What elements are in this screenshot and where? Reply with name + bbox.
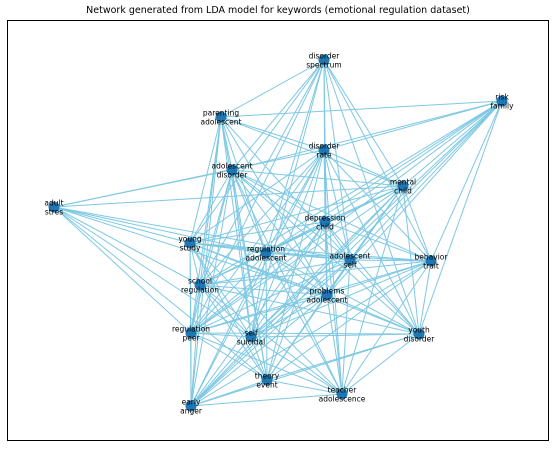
- node-label-line: trait: [423, 262, 439, 271]
- node-label-regulation_adolescent: regulation adolescent: [246, 245, 287, 263]
- node-label-line: young: [178, 235, 202, 244]
- node-label-line: child: [394, 187, 412, 196]
- edge-adolescent_self-youth_disorder: [350, 260, 419, 334]
- edge-risk_family-youth_disorder: [419, 101, 502, 334]
- node-label-line: school: [188, 277, 212, 286]
- node-label-line: depression: [305, 214, 346, 223]
- node-label-adult_stres: adult stres: [44, 199, 63, 217]
- node-label-problems_adolescent: problems adolescent: [307, 287, 348, 305]
- node-label-line: regulation: [247, 245, 285, 254]
- node-label-line: risk: [495, 93, 509, 102]
- node-label-line: problems: [310, 287, 345, 296]
- node-label-mental_child: mental child: [390, 178, 416, 196]
- node-label-line: adolescent: [330, 252, 371, 261]
- node-label-line: disorder: [404, 335, 436, 344]
- node-label-line: regulation: [172, 325, 210, 334]
- edge-adult_stres-regulation_peer: [54, 207, 191, 333]
- node-label-disorder_spectrum: disorder spectrum: [306, 52, 342, 70]
- edge-adolescent_self-teacher_adolescence: [342, 260, 350, 394]
- node-label-line: spectrum: [306, 61, 342, 70]
- node-label-line: study: [180, 244, 201, 253]
- node-label-teacher_adolescence: teacher adolescence: [319, 386, 366, 404]
- node-label-line: peer: [182, 334, 200, 343]
- edge-parenting_adolescent-young_study: [190, 117, 221, 243]
- node-label-adolescent_disorder: adolescent disorder: [212, 162, 253, 180]
- node-label-theory_event: theory event: [255, 372, 280, 390]
- edge-disorder_spectrum-mental_child: [324, 60, 403, 186]
- node-label-line: youth: [408, 326, 430, 335]
- node-label-line: child: [316, 223, 334, 232]
- node-label-line: adolescent: [201, 118, 242, 127]
- edge-risk_family-parenting_adolescent: [221, 101, 502, 117]
- node-label-line: adolescent: [246, 254, 287, 263]
- node-label-risk_family: risk family: [490, 93, 514, 111]
- edge-self_suicidal-youth_disorder: [251, 334, 419, 337]
- node-label-line: suicidal: [237, 338, 265, 347]
- node-label-line: mental: [390, 178, 416, 187]
- node-label-young_study: young study: [178, 235, 202, 253]
- edge-young_study-behavior_trait: [190, 243, 431, 261]
- node-label-line: theory: [255, 372, 280, 381]
- node-label-line: regulation: [181, 286, 219, 295]
- node-label-parenting_adolescent: parenting adolescent: [201, 109, 242, 127]
- node-label-line: family: [490, 102, 514, 111]
- edge-regulation_peer-youth_disorder: [191, 333, 419, 334]
- node-label-youth_disorder: youth disorder: [404, 326, 436, 344]
- edge-adult_stres-school_regulation: [54, 207, 200, 285]
- node-label-line: rate: [316, 151, 332, 160]
- node-label-line: disorder: [309, 52, 341, 61]
- node-label-early_anger: early anger: [180, 398, 203, 416]
- node-label-line: event: [256, 381, 277, 390]
- edge-adult_stres-theory_event: [54, 207, 267, 380]
- node-label-line: behavior: [415, 253, 449, 262]
- edge-parenting_adolescent-mental_child: [221, 117, 403, 186]
- node-label-line: disorder: [309, 142, 341, 151]
- node-label-line: adolescent: [212, 162, 253, 171]
- edge-behavior_trait-youth_disorder: [419, 261, 431, 334]
- node-label-line: anger: [180, 407, 203, 416]
- node-label-line: stres: [45, 208, 63, 217]
- node-label-line: adolescent: [307, 296, 348, 305]
- edge-layer: [54, 60, 502, 406]
- node-label-line: disorder: [217, 171, 249, 180]
- node-label-line: adult: [44, 199, 63, 208]
- edge-adult_stres-young_study: [54, 207, 190, 243]
- node-label-line: early: [182, 398, 201, 407]
- edge-mental_child-young_study: [190, 186, 403, 243]
- node-label-line: teacher: [328, 386, 358, 395]
- node-label-line: self: [244, 329, 258, 338]
- edge-risk_family-adolescent_self: [350, 101, 502, 260]
- node-label-line: parenting: [203, 109, 239, 118]
- node-label-line: self: [343, 261, 357, 270]
- node-label-line: adolescence: [319, 395, 366, 404]
